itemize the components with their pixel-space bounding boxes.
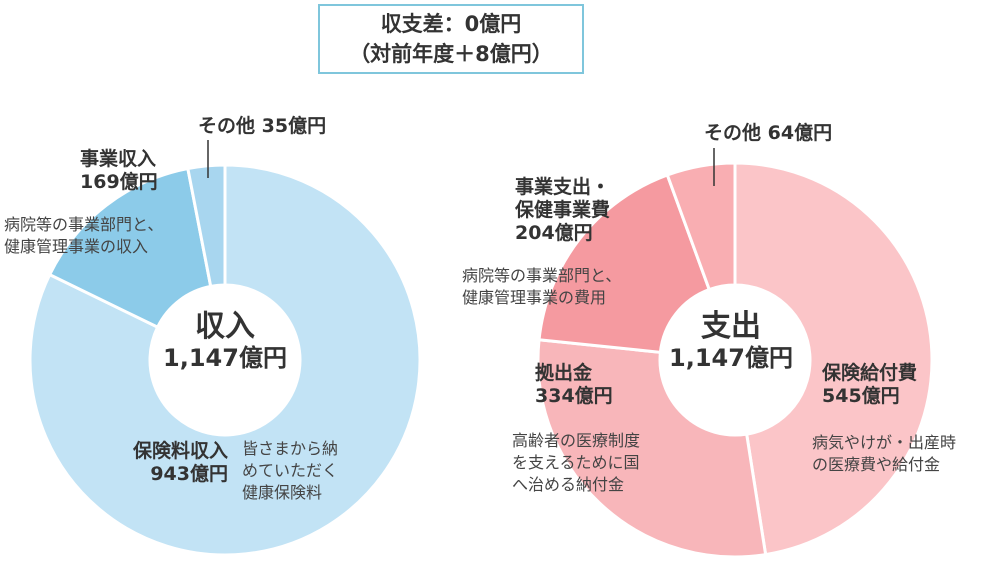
expense-benefit-desc-line: 病気やけが・出産時 <box>812 433 957 452</box>
income-premium-value: 943億円 <box>150 463 228 485</box>
income-other-label: その他 35億円 <box>198 115 326 138</box>
income-slice-2 <box>186 163 227 289</box>
income-other-name: その他 <box>198 115 256 137</box>
income-business-description: 病院等の事業部門と、 健康管理事業の収入 <box>4 214 163 258</box>
income-center-title: 収入 <box>195 309 255 344</box>
income-premium-description: 皆さまから納 めていただく 健康保険料 <box>242 438 338 504</box>
expense-center-title: 支出 <box>701 309 761 344</box>
expense-slice-1 <box>536 338 768 559</box>
income-center-label: 収入 1,147億円 <box>150 309 300 373</box>
balance-summary-line2: （対前年度＋8億円） <box>349 42 553 66</box>
expense-slice-0 <box>733 161 934 557</box>
expense-slice-2 <box>537 173 712 354</box>
expense-business-description: 病院等の事業部門と、 健康管理事業の費用 <box>462 265 621 309</box>
expense-business-name-line: 保健事業費 <box>515 199 611 221</box>
income-slice-1 <box>47 166 213 330</box>
expense-benefit-desc-line: の医療費や給付金 <box>812 455 941 474</box>
expense-donut <box>536 161 934 559</box>
income-business-name: 事業収入 <box>80 148 157 170</box>
income-center-total: 1,147億円 <box>163 344 287 372</box>
expense-benefit-name: 保険給付費 <box>822 362 918 384</box>
expense-other-label: その他 64億円 <box>704 122 832 145</box>
expense-benefit-description: 病気やけが・出産時 の医療費や給付金 <box>812 432 956 476</box>
expense-center-total: 1,147億円 <box>669 344 793 372</box>
income-premium-desc-line: 健康保険料 <box>242 483 323 502</box>
income-other-value: 35億円 <box>261 115 327 137</box>
income-premium-desc-line: 皆さまから納 <box>242 439 339 458</box>
income-business-label: 事業収入 169億円 <box>80 148 158 194</box>
expense-benefit-label: 保険給付費 545億円 <box>822 362 917 408</box>
expense-contribution-desc-line: へ治める納付金 <box>512 475 625 494</box>
expense-benefit-value: 545億円 <box>822 385 900 407</box>
balance-summary-line1: 収支差：0億円 <box>380 12 522 36</box>
expense-contribution-label: 拠出金 334億円 <box>535 362 613 408</box>
income-business-desc-line: 健康管理事業の収入 <box>4 237 149 256</box>
income-business-desc-line: 病院等の事業部門と、 <box>4 215 164 234</box>
expense-business-desc-line: 病院等の事業部門と、 <box>462 266 622 285</box>
income-donut <box>28 163 422 557</box>
expense-contribution-value: 334億円 <box>535 385 613 407</box>
expense-contribution-desc-line: 高齢者の医療制度 <box>512 431 641 450</box>
income-business-value: 169億円 <box>80 171 158 193</box>
expense-business-name-line: 事業支出・ <box>515 176 611 198</box>
expense-contribution-desc-line: を支えるために国 <box>512 453 640 472</box>
expense-slice-3 <box>665 161 737 292</box>
expense-contribution-name: 拠出金 <box>535 362 593 384</box>
income-premium-label: 保険料収入 943億円 <box>110 440 228 486</box>
income-premium-desc-line: めていただく <box>242 461 339 480</box>
expense-other-name: その他 <box>704 122 762 144</box>
expense-business-desc-line: 健康管理事業の費用 <box>462 288 607 307</box>
expense-contribution-description: 高齢者の医療制度 を支えるために国 へ治める納付金 <box>512 430 640 496</box>
balance-summary-box: 収支差：0億円 （対前年度＋8億円） <box>318 4 584 74</box>
expense-other-value: 64億円 <box>767 122 833 144</box>
income-slice-0 <box>28 163 422 557</box>
expense-center-label: 支出 1,147億円 <box>656 309 806 373</box>
expense-business-value: 204億円 <box>515 222 593 244</box>
expense-business-label: 事業支出・ 保健事業費 204億円 <box>515 176 610 245</box>
income-premium-name: 保険料収入 <box>132 440 228 462</box>
